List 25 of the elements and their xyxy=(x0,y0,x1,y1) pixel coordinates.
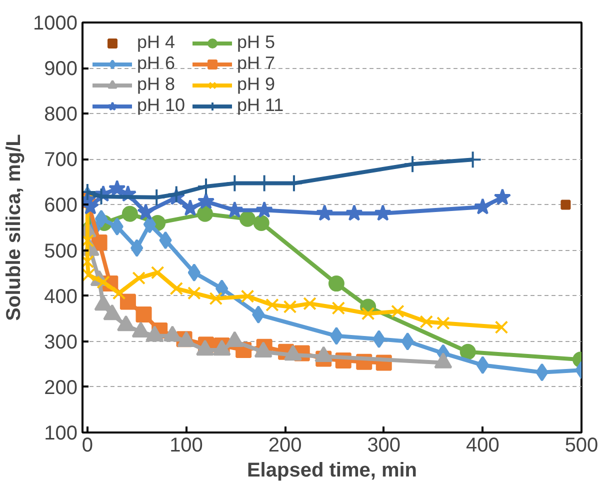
legend-label: pH 6 xyxy=(137,53,176,74)
legend-label: pH 5 xyxy=(237,32,276,53)
y-tick-label: 200 xyxy=(44,376,78,399)
y-tick-label: 400 xyxy=(44,286,78,308)
y-axis-title: Soluble silica, mg/L xyxy=(3,134,26,321)
y-tick-label: 500 xyxy=(44,240,78,262)
x-tick-label: 300 xyxy=(367,434,401,456)
x-tick-label: 0 xyxy=(82,434,94,456)
x-axis-title: Elapsed time, min xyxy=(246,460,418,482)
y-tick-label: 700 xyxy=(44,149,78,172)
y-tick-label: 1000 xyxy=(33,12,78,34)
y-tick-label: 600 xyxy=(44,194,78,217)
x-tick-label: 200 xyxy=(268,434,302,456)
legend-label: pH 7 xyxy=(237,53,276,74)
y-tick-label: 800 xyxy=(44,104,78,126)
legend-label: pH 11 xyxy=(237,95,285,116)
x-tick-label: 100 xyxy=(170,434,203,456)
y-tick-label: 900 xyxy=(44,58,78,80)
x-tick-label: 500 xyxy=(564,434,598,456)
legend-label: pH 8 xyxy=(137,74,176,95)
y-tick-label: 300 xyxy=(44,331,78,354)
legend-label: pH 10 xyxy=(137,95,186,116)
legend-label: pH 4 xyxy=(137,32,176,53)
legend-label: pH 9 xyxy=(237,74,276,95)
x-tick-label: 400 xyxy=(466,434,500,456)
